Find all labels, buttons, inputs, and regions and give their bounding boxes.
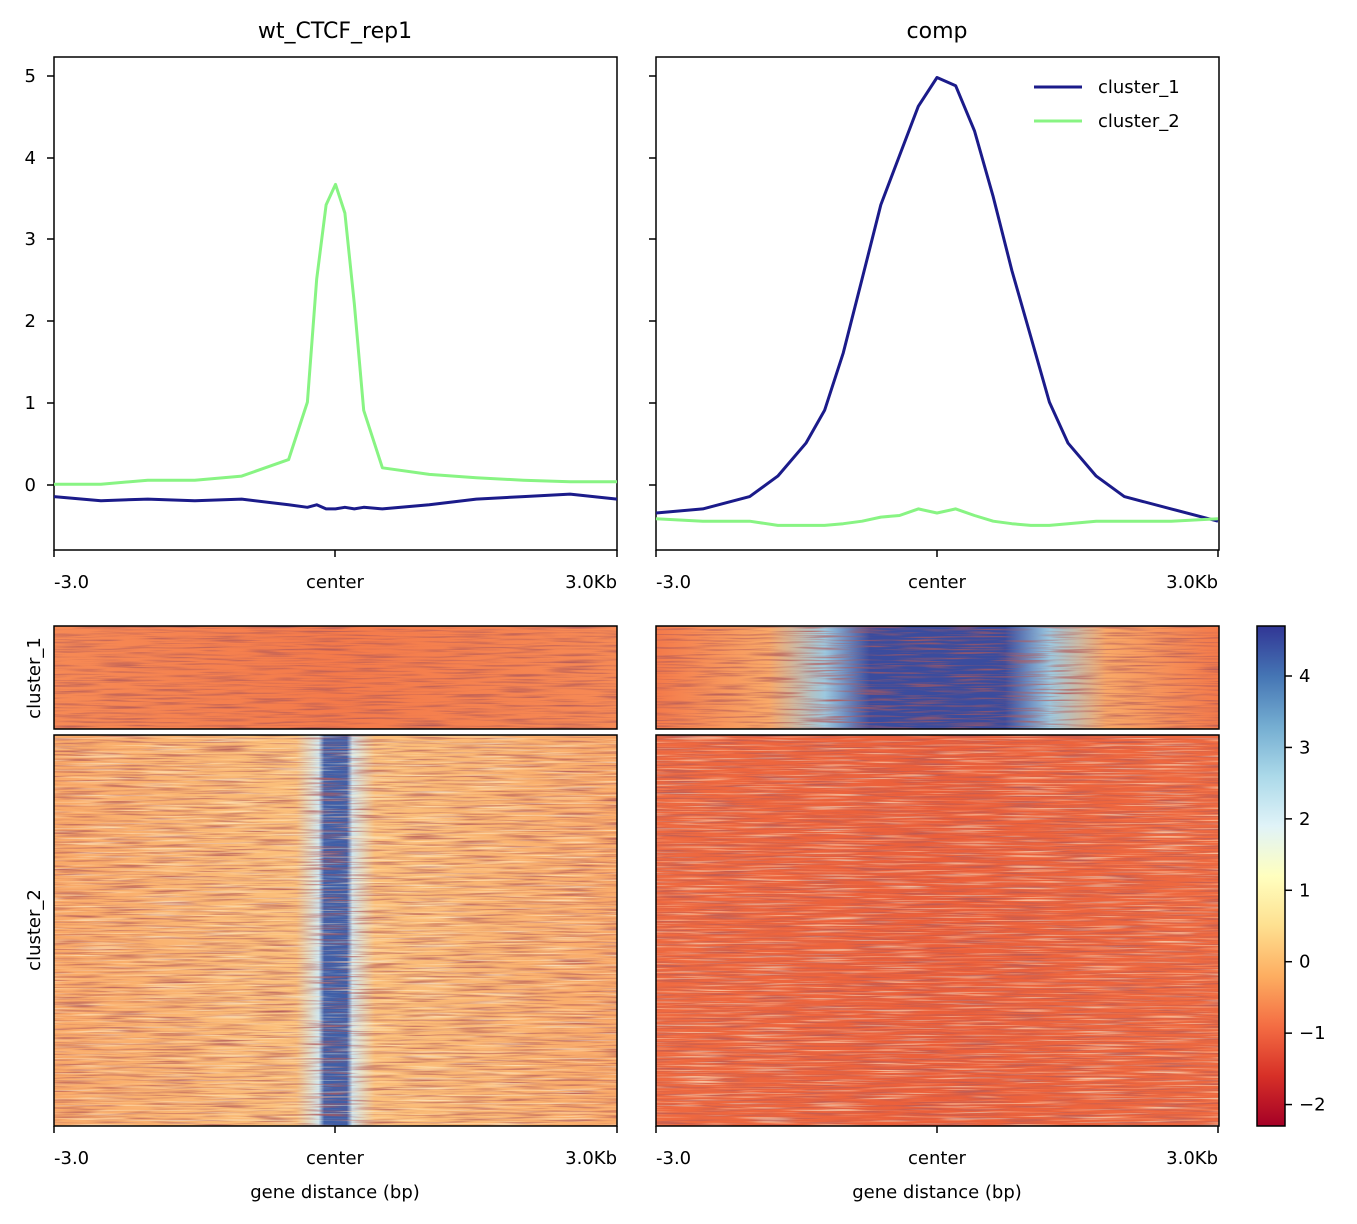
row-label-cluster-1: cluster_1 <box>24 637 45 719</box>
heatmap-right-cluster-2-texture-light <box>656 735 1219 1126</box>
heatmap-left-cluster-1-frame <box>53 625 618 730</box>
series-line-cluster-2 <box>54 182 617 486</box>
x-axis-top-left: -3.0 center 3.0Kb <box>53 550 618 593</box>
series-line-cluster-2 <box>655 507 1219 527</box>
heatmap-left: cluster_1 cluster_2 -3.0 center 3.0Kb ge… <box>24 625 618 1203</box>
row-label-cluster-2: cluster_2 <box>24 889 45 971</box>
colorbar-tick-label: −1 <box>1299 1023 1326 1044</box>
y-tick-label: 0 <box>25 475 36 496</box>
x-tick-label: 3.0Kb <box>1166 1148 1218 1169</box>
y-tick-label: 5 <box>25 66 36 87</box>
y-axis-right <box>649 75 656 486</box>
heatmap-left-cluster-2-texture-light <box>54 735 617 1126</box>
legend-label-cluster-1: cluster_1 <box>1098 77 1180 98</box>
profile-plot-left: wt_CTCF_rep1 0 1 2 3 4 5 -3.0 center 3.0… <box>25 19 618 593</box>
x-tick-label: 3.0Kb <box>565 1148 617 1169</box>
colorbar: 4 3 2 1 0 −1 −2 <box>1256 625 1326 1127</box>
series-line-cluster-1 <box>53 492 618 511</box>
x-tick-label: -3.0 <box>656 572 691 593</box>
colorbar-tick-label: 1 <box>1299 880 1310 901</box>
x-tick-label: center <box>908 572 967 593</box>
legend: cluster_1 cluster_2 <box>1034 77 1180 132</box>
y-tick-label: 2 <box>25 311 36 332</box>
x-tick-label: -3.0 <box>54 572 89 593</box>
colorbar-ticks: 4 3 2 1 0 −1 −2 <box>1285 666 1326 1116</box>
profile-frame-left <box>53 56 618 551</box>
x-tick-label: center <box>306 572 365 593</box>
x-tick-label: 3.0Kb <box>1166 572 1218 593</box>
x-axis-top-right: -3.0 center 3.0Kb <box>655 550 1219 593</box>
heatmap-left-cluster-1-texture <box>54 626 617 729</box>
series-lines-left <box>53 182 618 511</box>
x-axis-label-left: gene distance (bp) <box>250 1182 420 1203</box>
colorbar-tick-label: 4 <box>1299 666 1310 687</box>
x-axis-label-right: gene distance (bp) <box>852 1182 1022 1203</box>
colorbar-tick-label: 3 <box>1299 737 1310 758</box>
heatmap-right-cluster-1-frame <box>655 625 1220 730</box>
y-axis-left: 0 1 2 3 4 5 <box>25 66 54 496</box>
y-tick-label: 3 <box>25 229 36 250</box>
colorbar-tick-label: −2 <box>1299 1095 1326 1116</box>
profile-title-right: comp <box>907 19 968 44</box>
colorbar-tick-label: 2 <box>1299 809 1310 830</box>
heatmap-right: -3.0 center 3.0Kb gene distance (bp) <box>655 625 1220 1203</box>
colorbar-gradient <box>1256 625 1286 1127</box>
x-tick-label: -3.0 <box>656 1148 691 1169</box>
x-tick-label: center <box>306 1148 365 1169</box>
x-tick-label: center <box>908 1148 967 1169</box>
x-tick-label: -3.0 <box>54 1148 89 1169</box>
series-lines-right <box>655 76 1219 527</box>
series-line-cluster-1 <box>655 76 1219 523</box>
x-tick-label: 3.0Kb <box>565 572 617 593</box>
colorbar-tick-label: 0 <box>1299 952 1310 973</box>
legend-label-cluster-2: cluster_2 <box>1098 111 1180 132</box>
y-tick-label: 1 <box>25 393 36 414</box>
profile-plot-right: comp -3.0 center 3.0Kb cluster_1 cluster… <box>649 19 1220 593</box>
profile-title-left: wt_CTCF_rep1 <box>258 19 412 44</box>
y-tick-label: 4 <box>25 148 36 169</box>
heatmap-right-cluster-1-texture <box>656 626 1219 729</box>
